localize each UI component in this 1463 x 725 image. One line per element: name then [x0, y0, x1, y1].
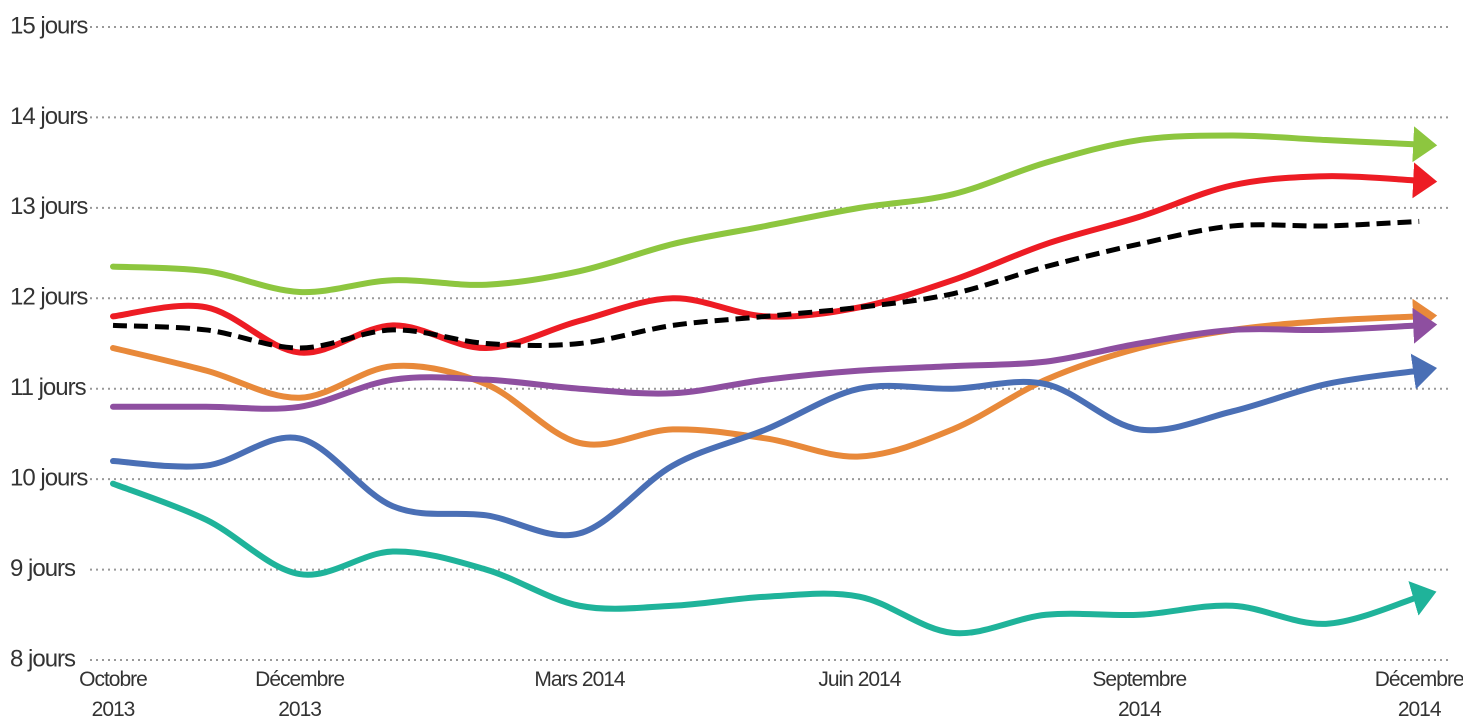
x-tick-label: Septembre 2014	[1092, 668, 1187, 721]
line-series	[110, 353, 1438, 539]
y-tick-label: 8 jours	[10, 645, 76, 672]
y-tick-label: 13 jours	[10, 193, 88, 220]
y-tick-label: 14 jours	[10, 103, 88, 130]
y-tick-label: 11 jours	[10, 374, 87, 401]
line-series	[110, 480, 1437, 637]
x-tick-label: Décembre 2014	[1374, 668, 1463, 721]
line-series	[110, 307, 1438, 412]
line-series	[110, 298, 1438, 460]
line-series	[112, 218, 1420, 351]
y-tick-label: 12 jours	[10, 284, 88, 311]
x-tick-label: Mars 2014	[534, 668, 625, 691]
y-tick-label: 9 jours	[10, 555, 76, 582]
line-series	[110, 126, 1438, 296]
x-tick-label: Octobre 2013	[79, 668, 148, 721]
y-tick-label: 10 jours	[10, 464, 88, 491]
y-tick-label: 15 jours	[10, 12, 88, 39]
x-tick-label: Juin 2014	[818, 668, 901, 691]
line-series	[110, 162, 1438, 356]
x-tick-label: Décembre 2013	[255, 668, 345, 721]
